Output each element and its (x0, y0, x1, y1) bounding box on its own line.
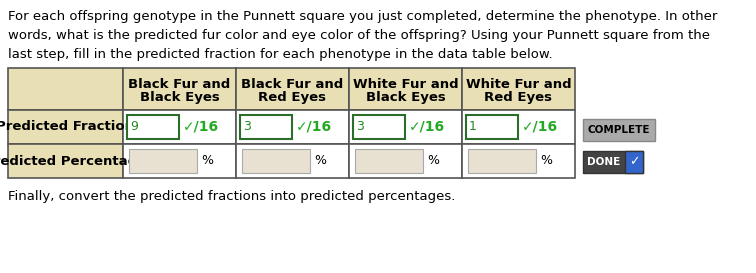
Text: Red Eyes: Red Eyes (259, 91, 327, 105)
Text: Black Fur and: Black Fur and (241, 79, 344, 91)
Bar (8, 144, 123, 178)
Bar (123, 144, 236, 178)
Text: last step, fill in the predicted fraction for each phenotype in the data table b: last step, fill in the predicted fractio… (8, 48, 553, 61)
Text: 3: 3 (243, 120, 251, 133)
Bar (236, 110, 349, 144)
Text: Black Eyes: Black Eyes (140, 91, 219, 105)
Text: White Fur and: White Fur and (353, 79, 458, 91)
Bar (236, 144, 349, 178)
Text: %: % (540, 155, 552, 168)
Text: For each offspring genotype in the Punnett square you just completed, determine : For each offspring genotype in the Punne… (8, 10, 717, 23)
Text: 9: 9 (130, 120, 138, 133)
Bar (349, 110, 462, 144)
Text: Black Fur and: Black Fur and (129, 79, 231, 91)
Text: Predicted Percentage: Predicted Percentage (0, 155, 147, 168)
Text: 1: 1 (469, 120, 477, 133)
Bar (236, 68, 349, 110)
Bar (8, 110, 123, 144)
Text: words, what is the predicted fur color and eye color of the offspring? Using you: words, what is the predicted fur color a… (8, 29, 710, 42)
Bar (468, 149, 536, 173)
Bar (462, 68, 575, 110)
Bar (583, 119, 655, 141)
Text: %: % (427, 155, 439, 168)
Bar (462, 110, 575, 144)
Text: Finally, convert the predicted fractions into predicted percentages.: Finally, convert the predicted fractions… (8, 190, 455, 203)
Text: Predicted Fraction: Predicted Fraction (0, 120, 135, 133)
Text: ✓/16: ✓/16 (409, 120, 445, 134)
Text: ✓/16: ✓/16 (183, 120, 219, 134)
Bar (123, 68, 236, 110)
Bar (349, 144, 462, 178)
Bar (355, 149, 423, 173)
Bar (242, 149, 310, 173)
Text: %: % (201, 155, 213, 168)
Text: DONE: DONE (587, 157, 621, 167)
Text: White Fur and: White Fur and (466, 79, 572, 91)
Bar (123, 110, 236, 144)
Bar (353, 115, 405, 139)
Bar (462, 144, 575, 178)
Text: ✓/16: ✓/16 (296, 120, 332, 134)
Text: ✓: ✓ (629, 156, 640, 168)
Text: %: % (314, 155, 326, 168)
Bar (583, 151, 643, 173)
Text: ✓/16: ✓/16 (522, 120, 558, 134)
Text: Black Eyes: Black Eyes (366, 91, 445, 105)
Bar (129, 149, 197, 173)
Bar (625, 151, 643, 173)
Bar (127, 115, 179, 139)
Bar (349, 68, 462, 110)
Bar (466, 115, 518, 139)
Text: 3: 3 (356, 120, 364, 133)
Text: Red Eyes: Red Eyes (485, 91, 553, 105)
Bar (8, 68, 123, 110)
Bar (240, 115, 292, 139)
Text: COMPLETE: COMPLETE (587, 125, 650, 135)
